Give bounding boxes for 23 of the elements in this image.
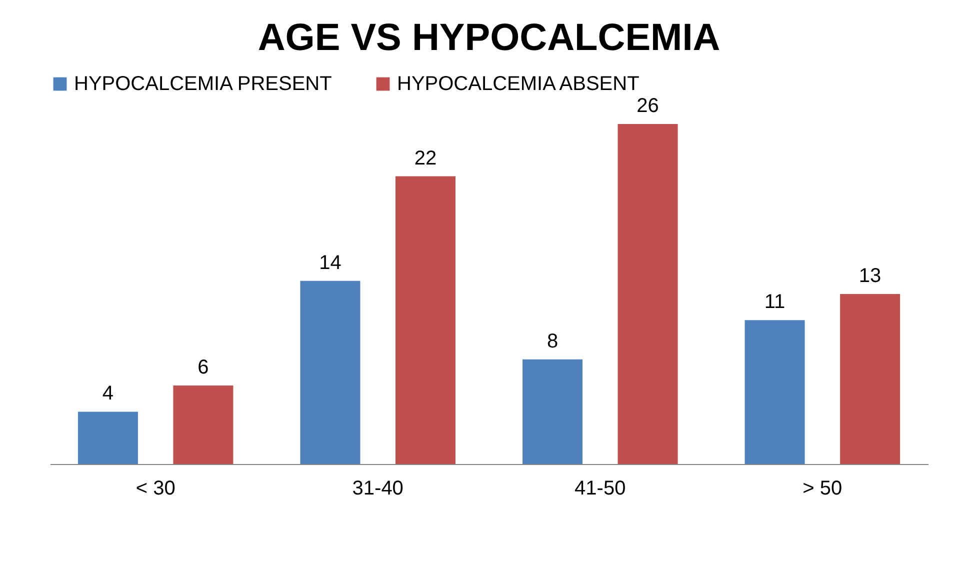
data-label: 4: [102, 382, 114, 405]
bar: [300, 280, 360, 464]
data-label: 6: [198, 356, 209, 379]
data-label: 11: [764, 291, 786, 314]
bar: [395, 176, 456, 464]
legend-label: HYPOCALCEMIA ABSENT: [397, 73, 640, 95]
x-tick-label: 41-50: [574, 478, 626, 500]
data-label: 22: [414, 147, 437, 170]
chart-title: AGE VS HYPOCALCEMIA: [258, 17, 720, 59]
bar: [173, 386, 234, 464]
bar: [78, 412, 138, 464]
x-tick-label: 31-40: [352, 478, 404, 500]
x-tick-label: > 50: [802, 478, 842, 500]
data-label: 26: [636, 95, 659, 117]
bar: [618, 124, 678, 464]
legend-label: HYPOCALCEMIA PRESENT: [74, 73, 332, 95]
bar: [744, 320, 805, 464]
bar: [840, 294, 900, 464]
data-label: 14: [319, 252, 342, 274]
bar: [522, 359, 583, 464]
data-label: 13: [858, 265, 882, 287]
data-label: 8: [546, 330, 558, 352]
x-tick-label: < 30: [136, 478, 176, 500]
